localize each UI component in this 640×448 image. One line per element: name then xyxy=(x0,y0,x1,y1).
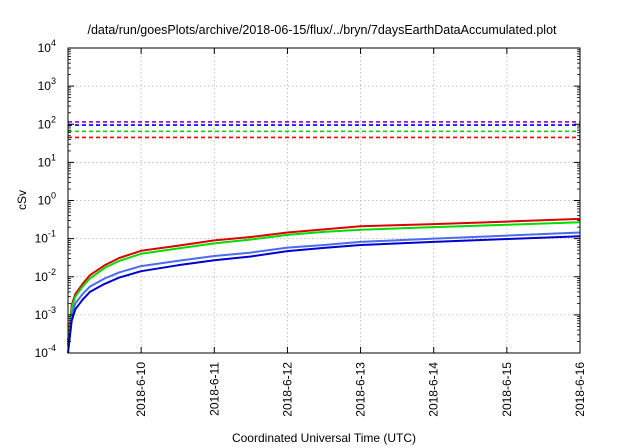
y-tick-exponent: -1 xyxy=(48,229,56,239)
y-tick-exponent: 4 xyxy=(51,38,56,48)
x-tick-label: 2018-6-12 xyxy=(280,362,294,417)
y-tick-label: 100 xyxy=(38,191,56,208)
series-line xyxy=(67,231,581,347)
y-tick-exponent: -4 xyxy=(48,343,56,353)
threshold-lines xyxy=(68,121,580,139)
y-tick-exponent: 2 xyxy=(51,114,56,124)
y-tick-exponent: 0 xyxy=(51,191,56,201)
y-tick-label: 104 xyxy=(38,38,56,55)
y-tick-label: 10-4 xyxy=(35,343,56,360)
x-tick-label: 2018-6-14 xyxy=(427,362,441,417)
y-axis-label: cSv xyxy=(15,190,29,210)
y-tick-label: 10-1 xyxy=(35,229,56,246)
series-line xyxy=(67,217,581,342)
x-tick-label: 2018-6-10 xyxy=(134,362,148,417)
y-tick-label: 102 xyxy=(38,114,56,131)
y-tick-label: 10-3 xyxy=(35,305,56,322)
x-tick-label: 2018-6-13 xyxy=(354,362,368,417)
series-line xyxy=(67,221,581,344)
y-tick-label: 101 xyxy=(38,152,56,169)
y-tick-exponent: -3 xyxy=(48,305,56,315)
y-tick-label: 103 xyxy=(38,76,56,93)
y-tick-exponent: 3 xyxy=(51,76,56,86)
y-tick-exponent: -2 xyxy=(48,267,56,277)
x-tick-label: 2018-6-16 xyxy=(573,362,587,417)
x-tick-label: 2018-6-15 xyxy=(500,362,514,417)
x-tick-label: 2018-6-11 xyxy=(207,362,221,416)
series-line xyxy=(67,235,581,354)
x-axis-label: Coordinated Universal Time (UTC) xyxy=(232,431,416,445)
chart-title: /data/run/goesPlots/archive/2018-06-15/f… xyxy=(87,23,557,37)
grid xyxy=(68,48,580,353)
y-tick-exponent: 1 xyxy=(51,152,56,162)
series-group xyxy=(67,217,581,354)
y-tick-label: 10-2 xyxy=(35,267,56,284)
x-axis: 2018-6-10 2018-6-11 2018-6-12 2018-6-13 2018… xyxy=(134,48,587,417)
